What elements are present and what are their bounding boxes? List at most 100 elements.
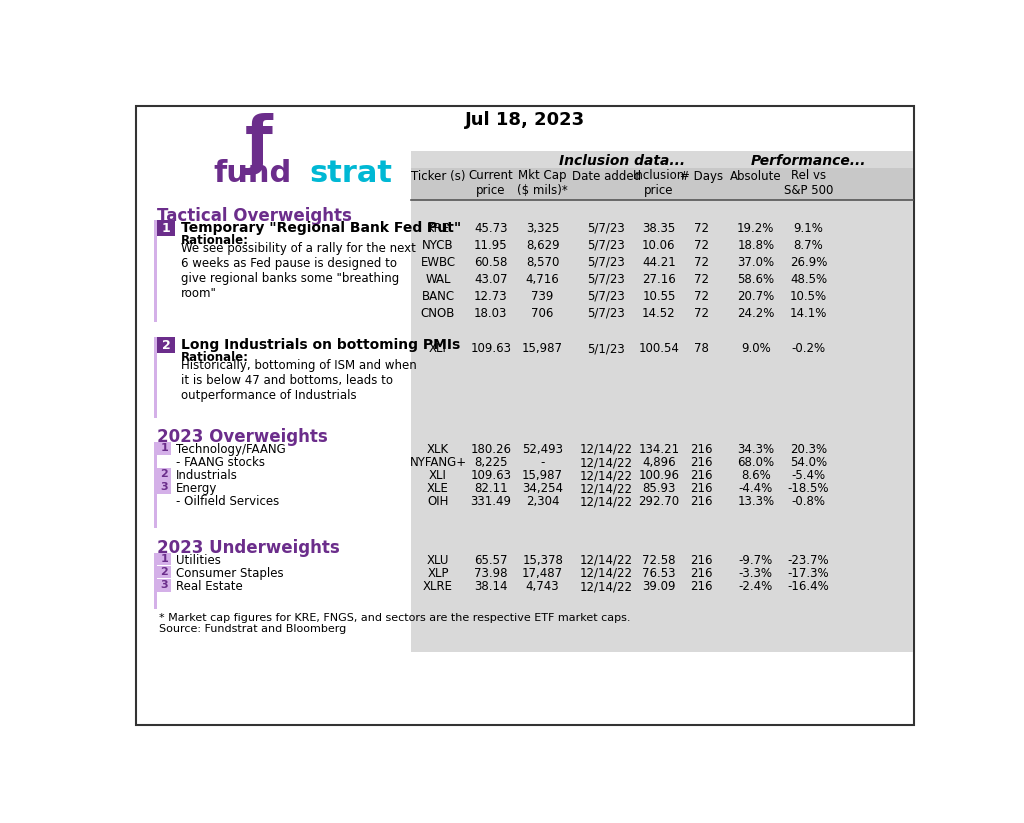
Text: fund: fund — [214, 159, 292, 188]
Text: Mkt Cap
($ mils)*: Mkt Cap ($ mils)* — [517, 169, 568, 197]
Text: - FAANG stocks: - FAANG stocks — [176, 456, 265, 469]
Text: 58.6%: 58.6% — [737, 272, 774, 286]
Text: 3: 3 — [161, 482, 168, 492]
Text: 48.5%: 48.5% — [790, 272, 827, 286]
Text: XLI: XLI — [429, 469, 446, 482]
Text: -17.3%: -17.3% — [787, 567, 829, 580]
Text: 12.73: 12.73 — [474, 290, 508, 303]
Text: Current
price: Current price — [468, 169, 513, 197]
Text: -0.8%: -0.8% — [792, 495, 825, 509]
Text: 15,987: 15,987 — [522, 469, 563, 482]
Text: 706: 706 — [531, 307, 554, 319]
Bar — [136, 106, 913, 725]
Text: KRE: KRE — [426, 222, 450, 235]
Text: Rationale:: Rationale: — [180, 234, 249, 247]
Text: 5/7/23: 5/7/23 — [588, 239, 625, 252]
Text: Ticker (s): Ticker (s) — [411, 170, 465, 184]
Text: 4,716: 4,716 — [525, 272, 559, 286]
Text: 109.63: 109.63 — [470, 469, 511, 482]
Text: 72.58: 72.58 — [642, 554, 676, 567]
Bar — [158, 442, 171, 454]
Text: 14.1%: 14.1% — [790, 307, 827, 319]
Text: 109.63: 109.63 — [470, 342, 511, 355]
Text: 60.58: 60.58 — [474, 256, 507, 269]
Bar — [158, 566, 171, 579]
Text: -: - — [541, 456, 545, 469]
Text: 1: 1 — [161, 554, 168, 564]
Text: 5/7/23: 5/7/23 — [588, 272, 625, 286]
Text: 2023 Underweights: 2023 Underweights — [158, 539, 340, 557]
Text: 2: 2 — [162, 339, 170, 352]
Text: -3.3%: -3.3% — [738, 567, 773, 580]
Text: Source: Fundstrat and Bloomberg: Source: Fundstrat and Bloomberg — [159, 624, 346, 634]
Text: -23.7%: -23.7% — [787, 554, 829, 567]
Text: 12/14/22: 12/14/22 — [580, 580, 633, 593]
Text: 27.16: 27.16 — [642, 272, 676, 286]
Text: * Market cap figures for KRE, FNGS, and sectors are the respective ETF market ca: * Market cap figures for KRE, FNGS, and … — [159, 613, 631, 623]
Text: 292.70: 292.70 — [638, 495, 680, 509]
Text: 100.54: 100.54 — [638, 342, 679, 355]
Text: 216: 216 — [690, 495, 713, 509]
Bar — [154, 553, 158, 608]
Text: We see possibility of a rally for the next
6 weeks as Fed pause is designed to
g: We see possibility of a rally for the ne… — [180, 242, 416, 300]
Text: 20.3%: 20.3% — [790, 443, 827, 456]
Text: 100.96: 100.96 — [638, 469, 679, 482]
Text: Date added: Date added — [571, 170, 641, 184]
Text: 134.21: 134.21 — [638, 443, 680, 456]
Text: 2: 2 — [161, 469, 168, 479]
Text: -16.4%: -16.4% — [787, 580, 829, 593]
Text: WAL: WAL — [425, 272, 451, 286]
Text: 26.9%: 26.9% — [790, 256, 827, 269]
Text: 17,487: 17,487 — [522, 567, 563, 580]
Text: Historically, bottoming of ISM and when
it is below 47 and bottoms, leads to
out: Historically, bottoming of ISM and when … — [180, 359, 417, 402]
Text: 2: 2 — [161, 567, 168, 577]
Text: Rationale:: Rationale: — [180, 351, 249, 364]
Text: 34.3%: 34.3% — [737, 443, 774, 456]
Text: -2.4%: -2.4% — [738, 580, 773, 593]
Text: XLU: XLU — [427, 554, 450, 567]
Text: 10.5%: 10.5% — [790, 290, 827, 303]
Text: 5/7/23: 5/7/23 — [588, 222, 625, 235]
Text: 1: 1 — [162, 222, 170, 235]
Text: XLK: XLK — [427, 443, 450, 456]
Text: 72: 72 — [694, 307, 709, 319]
Bar — [158, 579, 171, 592]
Text: 12/14/22: 12/14/22 — [580, 495, 633, 509]
Text: 73.98: 73.98 — [474, 567, 508, 580]
Text: 2023 Overweights: 2023 Overweights — [158, 428, 329, 446]
Text: 52,493: 52,493 — [522, 443, 563, 456]
Bar — [158, 468, 171, 481]
Bar — [158, 337, 174, 353]
Text: 72: 72 — [694, 256, 709, 269]
Text: 82.11: 82.11 — [474, 482, 508, 495]
Text: 10.55: 10.55 — [642, 290, 676, 303]
Text: 76.53: 76.53 — [642, 567, 676, 580]
Text: -9.7%: -9.7% — [738, 554, 773, 567]
Text: Temporary "Regional Bank Fed Put": Temporary "Regional Bank Fed Put" — [180, 221, 461, 235]
Text: 8,629: 8,629 — [525, 239, 559, 252]
Text: 14.52: 14.52 — [642, 307, 676, 319]
Text: 12/14/22: 12/14/22 — [580, 443, 633, 456]
Text: XLE: XLE — [427, 482, 449, 495]
Text: OIH: OIH — [427, 495, 449, 509]
Text: 68.0%: 68.0% — [737, 456, 774, 469]
Text: XLRE: XLRE — [423, 580, 453, 593]
Text: 15,378: 15,378 — [522, 554, 563, 567]
Text: 38.35: 38.35 — [642, 222, 676, 235]
Bar — [411, 151, 913, 652]
Bar — [411, 168, 913, 200]
Text: 18.8%: 18.8% — [737, 239, 774, 252]
Text: 1: 1 — [161, 443, 168, 453]
Text: 15,987: 15,987 — [522, 342, 563, 355]
Text: Jul 18, 2023: Jul 18, 2023 — [465, 111, 585, 129]
Text: -18.5%: -18.5% — [787, 482, 829, 495]
Text: 12/14/22: 12/14/22 — [580, 567, 633, 580]
Text: 24.2%: 24.2% — [737, 307, 774, 319]
Text: 12/14/22: 12/14/22 — [580, 456, 633, 469]
Text: Absolute: Absolute — [730, 170, 781, 184]
Text: 216: 216 — [690, 456, 713, 469]
Text: 18.03: 18.03 — [474, 307, 507, 319]
Text: 3,325: 3,325 — [526, 222, 559, 235]
Text: 180.26: 180.26 — [470, 443, 511, 456]
Text: -0.2%: -0.2% — [792, 342, 825, 355]
